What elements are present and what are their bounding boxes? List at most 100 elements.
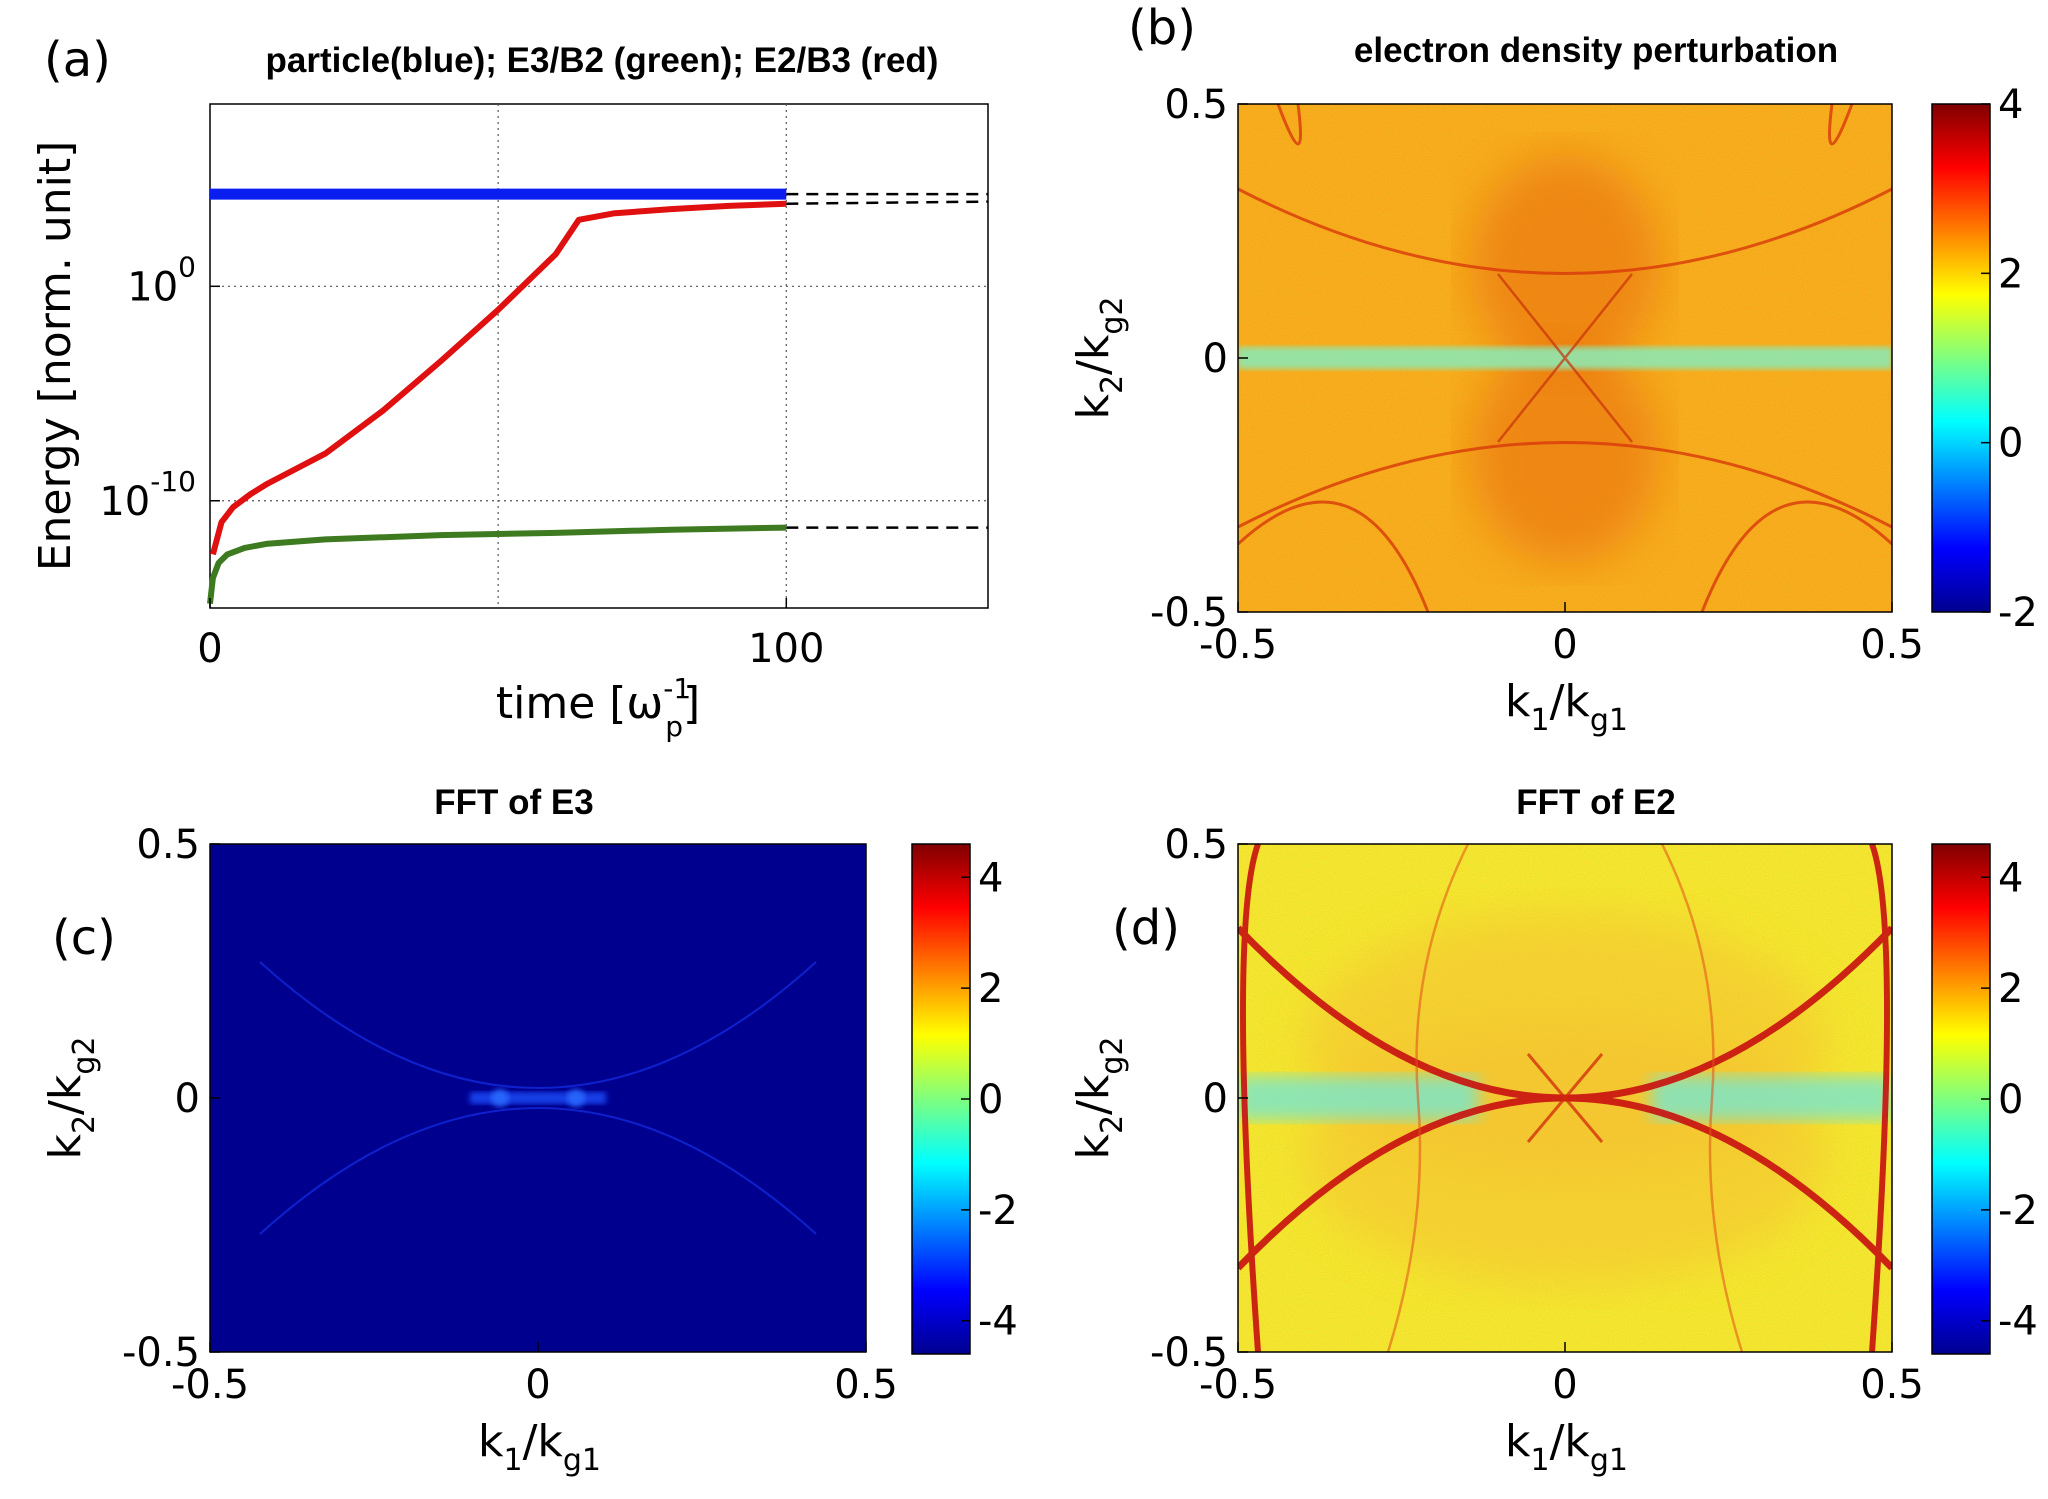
chart-a-xlabel-close: ] [683,678,700,729]
chart-b-arcs [1238,104,1892,612]
chart-a-xlabel-sup: -1 [663,672,691,705]
chart-a-ytick-label-0: 100 [127,250,196,310]
chart-d-xtick-label-0: -0.5 [1199,1362,1277,1408]
chart-c-xlabel-mid: /k [523,1416,564,1467]
chart-a-xtick-label-1: 100 [748,626,824,672]
chart-c-xtick-label-0: -0.5 [171,1362,249,1408]
chart-b-cbtick-label-1: 2 [1998,251,2023,297]
chart-d-arc-minor-left [1386,844,1470,1352]
chart-d-xtick-label-1: 0 [1552,1362,1577,1408]
chart-a-ytick-base-1: 10 [99,479,150,525]
chart-a-xlabel-main: time [ω [496,678,663,729]
chart-d-x-line-2 [1526,1053,1604,1143]
chart-b-ytick-label-0: 0.5 [1164,82,1228,128]
chart-d-colorbar [1931,843,1991,1355]
chart-b-arc-left [1238,500,1430,612]
chart-c-xlabel-main: k [478,1416,504,1467]
chart-b-title: electron density perturbation [1354,31,1838,70]
chart-d-image [1238,844,1892,1352]
panel-label-d: (d) [1112,900,1180,956]
panel-d-fft-e2: (d) FFT of E2 -0.5 0 0. [1112,783,2038,1408]
chart-d-ylabel: k2/kg2 [1068,1036,1130,1159]
chart-b-xlabel-main: k [1505,676,1531,727]
chart-d-xlabel-main: k [1505,1416,1531,1467]
chart-b-ticks: -0.5 0 0.5 0.5 0 -0.5 [1150,82,1924,668]
chart-a-series-e2-b3-extrapolation [786,200,989,205]
chart-c-ytick-label-2: -0.5 [122,1330,200,1376]
chart-a-series-e2-b3 [210,200,787,556]
chart-b-colorbar [1931,103,1991,613]
panel-label-b: (b) [1128,0,1196,56]
chart-b-arc-tl [1276,104,1302,146]
chart-b-xtick-label-0: -0.5 [1199,622,1277,668]
chart-d-colorbar-ticks: 4 2 0 -2 -4 [1981,855,2038,1345]
chart-c-ylabel-main: k [40,1134,91,1160]
chart-c-arcs [259,961,817,1235]
chart-b-arc-upper [1238,187,1892,275]
chart-d-xtick-label-2: 0.5 [1860,1362,1924,1408]
chart-b-image [1238,104,1892,612]
chart-d-xlabel-sub2: g1 [1590,1443,1628,1478]
panel-label-c: (c) [52,910,116,966]
chart-a-xlabel: time [ω-1 p] [496,672,700,743]
chart-a-ytick-exp-1: -10 [150,465,196,498]
chart-d-minor-arcs [1386,844,1744,1352]
chart-c-colorbar [911,843,971,1355]
chart-c-peak-right [567,1089,585,1107]
chart-b-xlabel-mid: /k [1550,676,1591,727]
chart-a-plot-area [209,103,989,609]
chart-c-colorbar-ticks: 4 2 0 -2 -4 [961,855,1018,1345]
chart-d-ytick-label-1: 0 [1203,1076,1228,1122]
chart-d-cbtick-label-2: 0 [1998,1077,2023,1123]
chart-a-title: particle(blue); E3/B2 (green); E2/B3 (re… [266,41,939,80]
chart-b-cbtick-label-2: 0 [1998,421,2023,467]
chart-d-ylabel-sub2: g2 [1095,1036,1130,1074]
chart-c-xlabel-sub2: g1 [563,1443,601,1478]
chart-c-ylabel: k2/kg2 [40,1036,102,1159]
chart-c-ylabel-mid: /k [40,1074,91,1115]
chart-a-xlabel-sub: p [665,710,683,743]
chart-c-cbtick-label-0: 4 [978,855,1003,901]
chart-c-cbtick-label-3: -2 [978,1188,1018,1234]
chart-c-xlabel: k1/kg1 [478,1416,601,1478]
chart-c-xlabel-sub1: 1 [503,1443,522,1478]
chart-b-cbtick-label-3: -2 [1998,590,2038,636]
chart-d-xlabel: k1/kg1 [1505,1416,1628,1478]
chart-d-ytick-label-0: 0.5 [1164,822,1228,868]
chart-c-ytick-label-0: 0.5 [136,822,200,868]
chart-b-ytick-label-2: -0.5 [1150,590,1228,636]
chart-d-cbtick-label-3: -2 [1998,1188,2038,1234]
chart-d-ticks: -0.5 0 0.5 0.5 0 -0.5 [1150,822,1924,1408]
chart-a-gridlines [210,104,988,608]
chart-c-xtick-label-1: 0 [525,1362,550,1408]
chart-c-cbtick-label-2: 0 [978,1077,1003,1123]
chart-b-xlabel: k1/kg1 [1505,676,1628,738]
chart-c-ylabel-sub1: 2 [67,1115,102,1134]
chart-d-ytick-label-2: -0.5 [1150,1330,1228,1376]
chart-b-upper-glow [1470,154,1660,374]
chart-a-xtick-label-0: 0 [197,626,222,672]
chart-b-lower-glow [1470,344,1660,564]
chart-b-x-pattern [1497,273,1633,443]
chart-b-arc-lower [1238,441,1892,529]
panel-c-fft-e3: (c) FFT of E3 -0.5 0 0.5 0.5 0 -0.5 4 2 0 -2 -4 [52,783,1018,1408]
chart-c-arc-upper [259,961,817,1089]
chart-c-cbtick-label-4: -4 [978,1299,1018,1345]
chart-b-ylabel: k2/kg2 [1068,296,1130,419]
chart-c-xtick-label-2: 0.5 [834,1362,898,1408]
chart-b-xtick-label-1: 0 [1552,622,1577,668]
chart-b-ylabel-sub1: 2 [1095,375,1130,394]
chart-d-xlabel-mid: /k [1550,1416,1591,1467]
chart-c-ylabel-sub2: g2 [67,1036,102,1074]
chart-b-xlabel-sub1: 1 [1530,703,1549,738]
chart-c-center-band [470,1092,606,1104]
panel-b-density-map: (b) electron density perturbation -0.5 0 0… [1128,0,2038,668]
chart-d-arc-right-edge [1869,844,1890,1352]
chart-c-peak-left [491,1089,509,1107]
chart-a-ytick-exp-0: 0 [178,250,196,283]
chart-d-arc-minor-right [1660,844,1744,1352]
chart-b-cbtick-label-0: 4 [1998,82,2023,128]
chart-d-zero-band-left [1238,1076,1478,1120]
